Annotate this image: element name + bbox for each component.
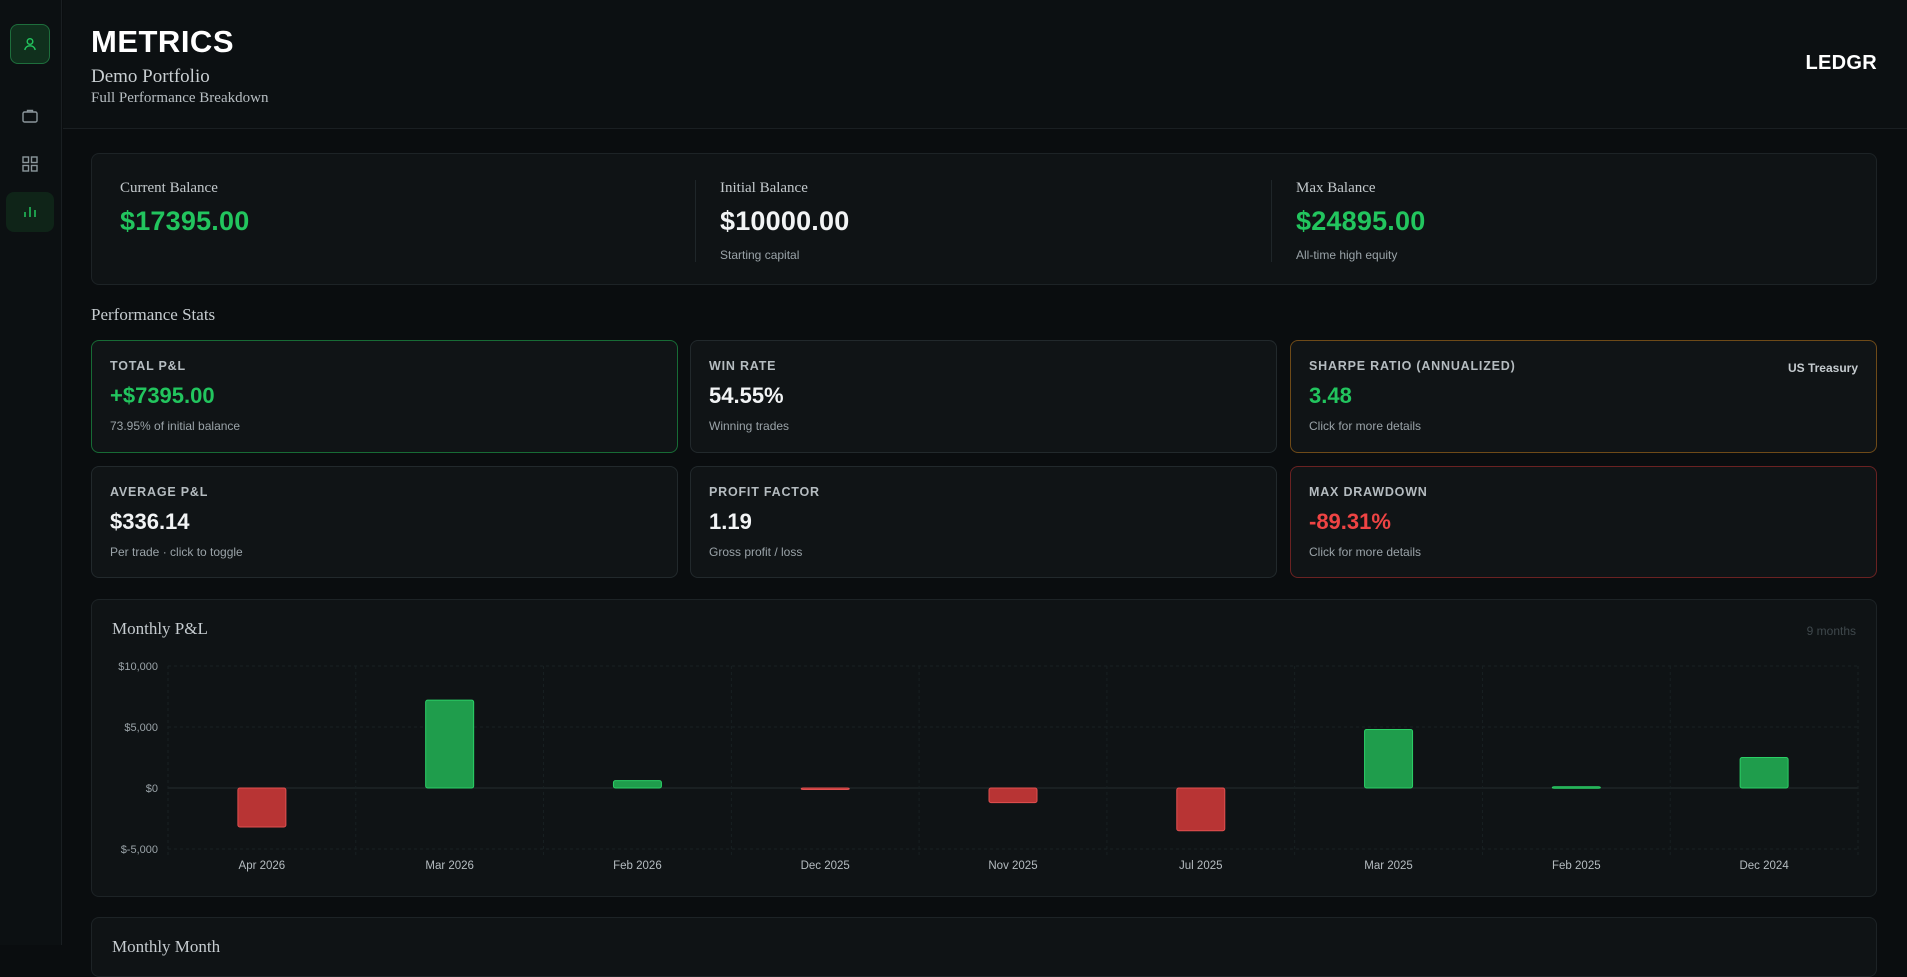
y-tick-label: $0	[146, 783, 158, 795]
divider	[695, 180, 696, 262]
bar-apr-2026	[237, 787, 287, 828]
bar-chart-icon	[24, 207, 36, 217]
total-pnl-value: +$7395.00	[110, 383, 215, 408]
y-tick-label: $5,000	[124, 722, 158, 734]
x-tick-label: Dec 2024	[1739, 860, 1789, 872]
bar-nov-2025	[988, 787, 1038, 804]
divider	[1271, 180, 1272, 262]
average-pnl-hint: Per trade · click to toggle	[110, 545, 243, 559]
sharpe-ratio-hint: Click for more details	[1309, 419, 1422, 433]
x-tick-label: Apr 2026	[239, 860, 286, 872]
initial-balance: Initial Balance $10000.00 Starting capit…	[720, 180, 849, 262]
monthly-pnl-panel: Monthly P&L 9 months $10,000 $5,000 $0 $-5,…	[91, 599, 1877, 897]
current-balance-value: $17395.00	[120, 206, 250, 236]
monthly-pnl-title: Monthly P&L	[112, 619, 208, 638]
average-pnl-value: $336.14	[110, 509, 190, 534]
monthly-pnl-chart: $10,000 $5,000 $0 $-5,000 Apr 2026 Mar 2026 Fe…	[118, 661, 1859, 872]
profit-factor-value: 1.19	[709, 509, 752, 534]
dashboard-nav-button[interactable]	[10, 144, 50, 184]
max-drawdown-hint: Click for more details	[1309, 545, 1422, 559]
bar-dec-2025	[800, 787, 850, 790]
initial-balance-hint: Starting capital	[720, 248, 800, 262]
max-balance: Max Balance $24895.00 All-time high equi…	[1296, 180, 1425, 262]
bar-jul-2025	[1176, 787, 1226, 832]
bar-feb-2026	[612, 780, 662, 789]
x-tick-label: Feb 2025	[1552, 860, 1601, 872]
bar-feb-2025	[1551, 786, 1601, 789]
x-tick-label: Feb 2026	[613, 860, 662, 872]
balance-panel: Current Balance $17395.00 Initial Balanc…	[91, 153, 1877, 285]
monthly-breakdown-title: Monthly Month	[112, 937, 221, 956]
win-rate-card[interactable]: WIN RATE 54.55% Winning trades	[690, 340, 1277, 453]
profit-factor-label: PROFIT FACTOR	[709, 485, 820, 499]
bar-mar-2025	[1364, 728, 1414, 789]
sharpe-ratio-card[interactable]: SHARPE RATIO (ANNUALIZED) US Treasury 3.…	[1290, 340, 1877, 453]
x-tick-label: Nov 2025	[988, 860, 1037, 872]
max-balance-value: $24895.00	[1296, 206, 1426, 236]
max-drawdown-card[interactable]: MAX DRAWDOWN -89.31% Click for more deta…	[1290, 466, 1877, 578]
y-tick-label: $10,000	[118, 661, 158, 673]
brand-logo[interactable]: LEDGR	[1805, 52, 1877, 74]
total-pnl-hint: 73.95% of initial balance	[110, 419, 241, 433]
sharpe-ratio-value: 3.48	[1309, 383, 1352, 408]
briefcase-icon	[22, 109, 38, 123]
portfolios-nav-button[interactable]	[10, 96, 50, 136]
portfolio-name: Demo Portfolio	[91, 66, 210, 87]
months-count: 9 months	[1806, 624, 1856, 638]
y-tick-label: $-5,000	[121, 844, 158, 856]
current-balance: Current Balance $17395.00	[120, 180, 249, 237]
x-tick-label: Dec 2025	[801, 860, 850, 872]
profit-factor-card[interactable]: PROFIT FACTOR 1.19 Gross profit / loss	[690, 466, 1277, 578]
profile-button[interactable]	[10, 24, 50, 64]
total-pnl-label: TOTAL P&L	[110, 359, 186, 373]
performance-stats-title: Performance Stats	[91, 305, 216, 324]
risk-free-rate-tag[interactable]: US Treasury	[1787, 361, 1858, 375]
max-drawdown-value: -89.31%	[1309, 509, 1391, 534]
average-pnl-label: AVERAGE P&L	[110, 485, 209, 499]
x-tick-label: Mar 2025	[1364, 860, 1413, 872]
max-balance-label: Max Balance	[1296, 180, 1376, 196]
grid-icon	[22, 156, 38, 172]
max-balance-hint: All-time high equity	[1296, 248, 1398, 262]
max-drawdown-label: MAX DRAWDOWN	[1309, 485, 1428, 499]
user-icon	[24, 38, 36, 51]
win-rate-hint: Winning trades	[709, 419, 790, 433]
win-rate-value: 54.55%	[709, 383, 784, 408]
sharpe-ratio-label: SHARPE RATIO (ANNUALIZED)	[1309, 359, 1516, 373]
page-title: METRICS	[91, 24, 234, 59]
monthly-breakdown-panel: Monthly Month	[91, 917, 1877, 977]
sidebar	[0, 0, 62, 945]
page-header: METRICS Demo Portfolio Full Performance …	[63, 0, 1907, 129]
metrics-nav-button[interactable]	[6, 192, 54, 232]
initial-balance-label: Initial Balance	[720, 180, 808, 196]
current-balance-label: Current Balance	[120, 180, 218, 196]
average-pnl-card[interactable]: AVERAGE P&L $336.14 Per trade · click to…	[91, 466, 678, 578]
profit-factor-hint: Gross profit / loss	[709, 545, 803, 559]
initial-balance-value: $10000.00	[720, 206, 850, 236]
total-pnl-card[interactable]: TOTAL P&L +$7395.00 73.95% of initial ba…	[91, 340, 678, 453]
page-subtitle: Full Performance Breakdown	[91, 90, 269, 106]
bar-dec-2024	[1739, 757, 1789, 789]
x-tick-label: Mar 2026	[425, 860, 474, 872]
x-tick-label: Jul 2025	[1179, 860, 1222, 872]
bar-mar-2026	[425, 699, 475, 789]
win-rate-label: WIN RATE	[709, 359, 777, 373]
